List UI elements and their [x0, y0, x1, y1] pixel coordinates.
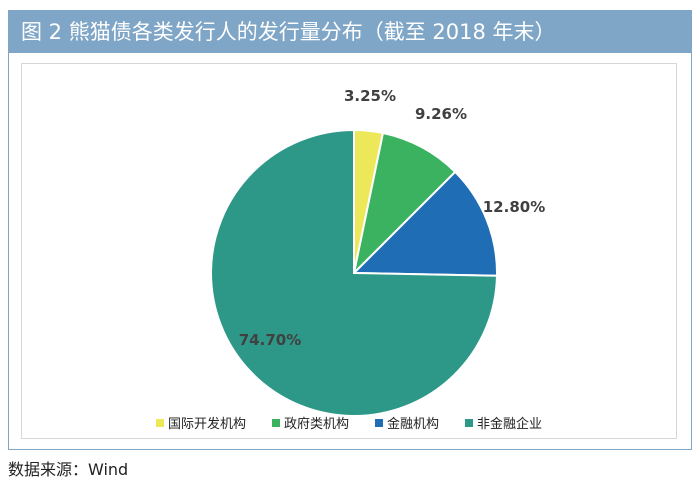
legend-label: 政府类机构	[283, 417, 349, 432]
data-label-3: 12.80%	[483, 198, 545, 216]
legend-item-1: 国际开发机构	[155, 413, 246, 432]
legend-label: 金融机构	[387, 417, 440, 432]
pie-slice-3	[351, 170, 498, 277]
figure-frame: 图 2 熊猫债各类发行人的发行量分布（截至 2018 年末） 3.25% 9.26…	[8, 10, 692, 450]
data-label-4: 74.70%	[239, 331, 301, 349]
pie-chart: 3.25% 9.26% 12.80% 74.70%	[210, 87, 545, 417]
legend-swatch	[375, 418, 383, 427]
legend-label: 非金融企业	[477, 417, 543, 432]
pie-slice-4	[210, 128, 498, 417]
data-source: 数据来源：Wind	[8, 460, 129, 479]
chart-area: 3.25% 9.26% 12.80% 74.70% 国际开发机构 政府类机构 金融机构 非金…	[21, 63, 677, 439]
legend-item-2: 政府类机构	[271, 413, 349, 432]
data-label-2: 9.26%	[415, 105, 467, 123]
data-label-1: 3.25%	[344, 87, 396, 105]
figure-title: 图 2 熊猫债各类发行人的发行量分布（截至 2018 年末）	[9, 11, 691, 53]
pie-slice-2	[352, 131, 457, 277]
legend-item-4: 非金融企业	[465, 413, 542, 432]
legend-swatch	[465, 418, 474, 427]
legend-label: 国际开发机构	[167, 417, 246, 432]
legend-swatch	[271, 418, 280, 427]
legend-swatch	[155, 418, 164, 427]
legend: 国际开发机构 政府类机构 金融机构 非金融企业	[22, 413, 676, 432]
legend-item-3: 金融机构	[375, 413, 439, 432]
